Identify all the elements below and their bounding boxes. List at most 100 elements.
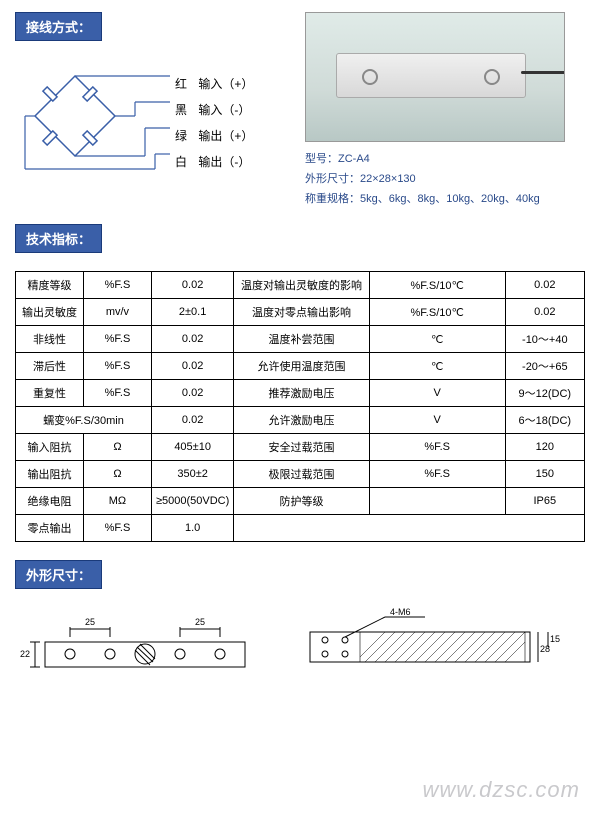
table-cell: MΩ xyxy=(83,488,151,515)
table-cell: 0.02 xyxy=(151,353,233,380)
spec-header: 技术指标： xyxy=(15,224,102,253)
model-value: ZC-A4 xyxy=(338,153,370,165)
dim-d2: 25 xyxy=(195,617,205,627)
table-cell: V xyxy=(369,407,505,434)
product-photo xyxy=(305,12,565,142)
wire-signal: 输出（-） xyxy=(198,155,250,169)
table-cell: %F.S xyxy=(369,461,505,488)
table-cell: 推荐激励电压 xyxy=(234,380,369,407)
table-cell: 允许激励电压 xyxy=(234,407,369,434)
table-cell: 防护等级 xyxy=(234,488,369,515)
table-cell: 150 xyxy=(505,461,584,488)
table-row: 非线性%F.S0.02温度补尝范围℃-10～+40 xyxy=(16,326,585,353)
dims-value: 22×28×130 xyxy=(360,173,416,185)
table-cell: 安全过载范围 xyxy=(234,434,369,461)
table-cell: V xyxy=(369,380,505,407)
table-row: 绝缘电阻MΩ≥5000(50VDC)防护等级 IP65 xyxy=(16,488,585,515)
dim-drawing-top: 4-M6 28 15 xyxy=(290,607,570,680)
table-cell: 1.0 xyxy=(151,515,233,542)
wire-row: 红 输入（+） xyxy=(175,71,253,97)
product-meta: 型号：ZC-A4 外形尺寸：22×28×130 称重规格：5kg、6kg、8kg… xyxy=(305,150,585,209)
table-cell: IP65 xyxy=(505,488,584,515)
meta-row: 外形尺寸：22×28×130 xyxy=(305,170,585,190)
table-row: 蠕变%F.S/30min0.02允许激励电压V6～18(DC) xyxy=(16,407,585,434)
table-cell: ≥5000(50VDC) xyxy=(151,488,233,515)
table-cell: Ω xyxy=(83,434,151,461)
wire-row: 黑 输入（-） xyxy=(175,97,253,123)
wire-labels: 红 输入（+） 黑 输入（-） 绿 输出（+） 白 输出（-） xyxy=(175,71,253,175)
table-cell: %F.S xyxy=(369,434,505,461)
table-cell: %F.S/10℃ xyxy=(369,272,505,299)
table-cell: 非线性 xyxy=(16,326,84,353)
table-cell: -20～+65 xyxy=(505,353,584,380)
table-row: 滞后性%F.S0.02允许使用温度范围℃-20～+65 xyxy=(16,353,585,380)
table-cell: mv/v xyxy=(83,299,151,326)
wiring-section: 接线方式： xyxy=(15,12,290,209)
table-cell: 温度对零点输出影响 xyxy=(234,299,369,326)
table-cell: 120 xyxy=(505,434,584,461)
table-cell: ℃ xyxy=(369,326,505,353)
table-row: 输出灵敏度mv/v2±0.1温度对零点输出影响%F.S/10℃0.02 xyxy=(16,299,585,326)
table-cell: 滞后性 xyxy=(16,353,84,380)
table-cell: 0.02 xyxy=(151,272,233,299)
top-row: 接线方式： xyxy=(15,12,585,209)
table-row: 输入阻抗Ω405±10安全过载范围%F.S120 xyxy=(16,434,585,461)
dim-h3: 15 xyxy=(550,634,560,644)
table-cell: 重复性 xyxy=(16,380,84,407)
table-row: 精度等级%F.S0.02温度对输出灵敏度的影响%F.S/10℃0.02 xyxy=(16,272,585,299)
watermark: www.dzsc.com xyxy=(423,777,580,803)
meta-row: 称重规格：5kg、6kg、8kg、10kg、20kg、40kg xyxy=(305,190,585,210)
wire-signal: 输出（+） xyxy=(198,129,253,143)
table-cell: 温度补尝范围 xyxy=(234,326,369,353)
wire-color: 白 xyxy=(175,149,195,175)
table-cell: %F.S xyxy=(83,515,151,542)
table-cell: -10～+40 xyxy=(505,326,584,353)
loadcell-icon xyxy=(336,53,526,98)
table-cell: %F.S xyxy=(83,380,151,407)
table-cell: Ω xyxy=(83,461,151,488)
table-row: 重复性%F.S0.02推荐激励电压V9～12(DC) xyxy=(16,380,585,407)
dim-hole: 4-M6 xyxy=(390,607,411,617)
wire-color: 绿 xyxy=(175,123,195,149)
dimensions-header: 外形尺寸： xyxy=(15,560,102,589)
dim-drawings: 25 25 22 xyxy=(15,607,585,680)
table-cell: 允许使用温度范围 xyxy=(234,353,369,380)
model-label: 型号： xyxy=(305,153,338,165)
table-cell: %F.S xyxy=(83,326,151,353)
wiring-header: 接线方式： xyxy=(15,12,102,41)
wire-signal: 输入（+） xyxy=(198,77,253,91)
table-cell: 9～12(DC) xyxy=(505,380,584,407)
wire-row: 白 输出（-） xyxy=(175,149,253,175)
top-view-icon: 4-M6 28 15 xyxy=(290,607,570,677)
wire-signal: 输入（-） xyxy=(198,103,250,117)
table-cell: 2±0.1 xyxy=(151,299,233,326)
table-cell: 极限过载范围 xyxy=(234,461,369,488)
spec-section: 技术指标： 精度等级%F.S0.02温度对输出灵敏度的影响%F.S/10℃0.0… xyxy=(15,224,585,542)
wiring-diagram: 红 输入（+） 黑 输入（-） 绿 输出（+） 白 输出（-） xyxy=(15,61,285,181)
dim-drawing-side: 25 25 22 xyxy=(15,607,275,680)
wire-color: 黑 xyxy=(175,97,195,123)
table-cell: 绝缘电阻 xyxy=(16,488,84,515)
wire-color: 红 xyxy=(175,71,195,97)
table-cell: %F.S xyxy=(83,353,151,380)
table-cell: ℃ xyxy=(369,353,505,380)
meta-row: 型号：ZC-A4 xyxy=(305,150,585,170)
table-cell: %F.S xyxy=(83,272,151,299)
range-value: 5kg、6kg、8kg、10kg、20kg、40kg xyxy=(360,193,540,205)
table-row: 零点输出%F.S1.0 xyxy=(16,515,585,542)
table-cell xyxy=(369,488,505,515)
dim-d1: 25 xyxy=(85,617,95,627)
side-view-icon: 25 25 22 xyxy=(15,607,275,677)
table-cell: 输入阻抗 xyxy=(16,434,84,461)
table-cell: 0.02 xyxy=(505,299,584,326)
table-cell: 精度等级 xyxy=(16,272,84,299)
range-label: 称重规格： xyxy=(305,193,360,205)
table-row: 输出阻抗Ω350±2极限过载范围%F.S150 xyxy=(16,461,585,488)
table-cell: 输出阻抗 xyxy=(16,461,84,488)
table-cell: 6～18(DC) xyxy=(505,407,584,434)
product-section: 型号：ZC-A4 外形尺寸：22×28×130 称重规格：5kg、6kg、8kg… xyxy=(305,12,585,209)
table-cell xyxy=(234,515,585,542)
dims-label: 外形尺寸： xyxy=(305,173,360,185)
table-cell: 蠕变%F.S/30min xyxy=(16,407,152,434)
table-cell: 0.02 xyxy=(505,272,584,299)
